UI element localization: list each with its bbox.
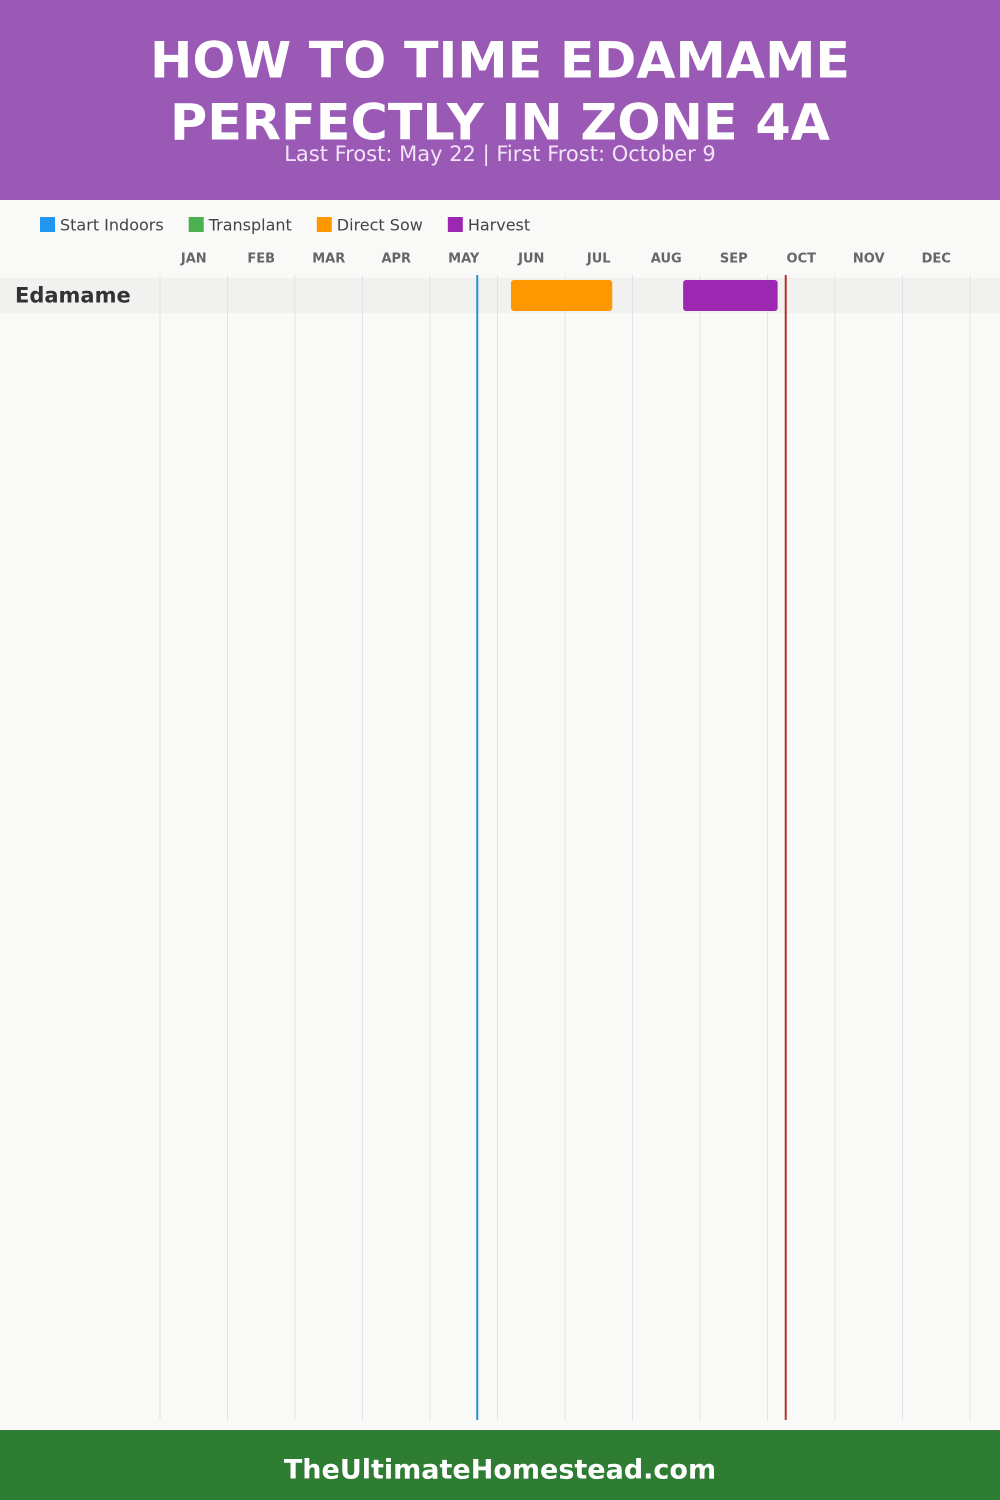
- legend-swatch: [316, 217, 332, 232]
- legend-swatch: [40, 217, 55, 232]
- month-label: DEC: [922, 252, 951, 267]
- legend-swatch: [188, 217, 204, 232]
- month-label: SEP: [720, 252, 748, 267]
- header: [0, 0, 1000, 200]
- month-label: OCT: [787, 252, 817, 267]
- legend-swatch: [447, 217, 463, 232]
- month-label: JUN: [517, 252, 544, 267]
- month-label: FEB: [247, 252, 275, 267]
- bar: [511, 280, 613, 311]
- legend-label: Transplant: [208, 216, 292, 235]
- legend-label: Start Indoors: [60, 216, 164, 235]
- chart-title: HOW TO TIME EDAMAME: [150, 32, 850, 90]
- month-label: JAN: [180, 252, 207, 267]
- legend-label: Harvest: [468, 216, 530, 235]
- month-label: MAY: [448, 252, 480, 267]
- footer-text: TheUltimateHomestead.com: [284, 1455, 716, 1486]
- month-label: MAR: [312, 252, 345, 267]
- legend-label: Direct Sow: [337, 216, 423, 235]
- month-label: NOV: [853, 252, 885, 267]
- month-label: JUL: [586, 252, 611, 267]
- row-band: [0, 278, 1000, 313]
- month-label: AUG: [651, 252, 682, 267]
- chart-title: PERFECTLY IN ZONE 4A: [170, 94, 830, 152]
- body: [0, 200, 1000, 1430]
- month-label: APR: [381, 252, 411, 267]
- footer: [0, 1430, 1000, 1500]
- row-label: Edamame: [15, 284, 131, 308]
- subtitle: Last Frost: May 22 | First Frost: Octobe…: [284, 142, 716, 167]
- bar: [683, 280, 778, 311]
